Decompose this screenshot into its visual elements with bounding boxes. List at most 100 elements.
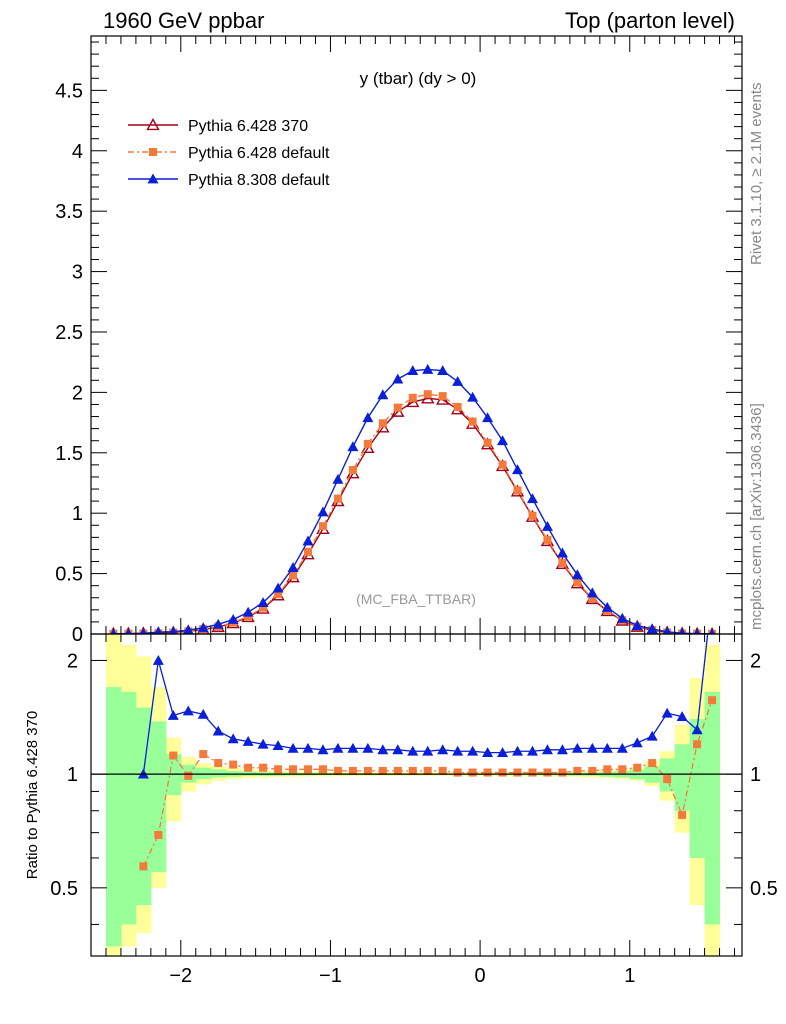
main-point-2 xyxy=(378,419,387,428)
main-point-3 xyxy=(662,626,672,634)
legend: Pythia 6.428 370 Pythia 6.428 default Pyth… xyxy=(128,118,330,189)
ratio-point-1 xyxy=(483,768,492,777)
ratio-point-2 xyxy=(676,711,688,722)
ratio-point-2 xyxy=(287,742,299,753)
main-point-2 xyxy=(483,438,492,447)
ratio-band-green xyxy=(210,769,227,778)
ratio-point-1 xyxy=(528,768,537,777)
main-point-3 xyxy=(139,627,147,634)
ratio-point-1 xyxy=(169,751,178,760)
ratio-point-1 xyxy=(678,810,687,819)
main-y-tick-label: 3.5 xyxy=(55,201,83,223)
ratio-y-tick-label-right: 0.5 xyxy=(750,878,778,900)
main-point-3 xyxy=(227,614,239,624)
main-point-3 xyxy=(437,365,449,376)
ratio-point-2 xyxy=(257,738,269,749)
ratio-point-2 xyxy=(661,707,673,718)
main-point-2 xyxy=(304,547,312,556)
ratio-point-1 xyxy=(663,775,672,784)
x-tick-label: −1 xyxy=(319,965,342,987)
ratio-point-2 xyxy=(707,588,718,598)
main-point-2 xyxy=(588,594,597,603)
ratio-point-2 xyxy=(616,742,628,753)
main-point-3 xyxy=(482,412,494,423)
ratio-point-1 xyxy=(648,759,657,768)
legend-marker xyxy=(146,118,160,131)
main-series-line-2 xyxy=(113,393,713,634)
ratio-point-2 xyxy=(377,744,389,755)
plot-title: y (tbar) (dy > 0) xyxy=(360,69,477,88)
ratio-point-1 xyxy=(214,759,223,768)
ratio-point-1 xyxy=(333,766,342,775)
ratio-band-green xyxy=(704,692,721,925)
ratio-band-green xyxy=(150,721,167,873)
main-point-3 xyxy=(317,506,329,517)
main-point-3 xyxy=(497,435,509,446)
ratio-point-1 xyxy=(498,768,507,777)
ratio-point-2 xyxy=(272,740,284,751)
main-point-3 xyxy=(168,626,178,634)
ratio-point-2 xyxy=(362,742,374,753)
ratio-point-1 xyxy=(139,862,148,871)
main-point-2 xyxy=(393,403,402,412)
main-point-2 xyxy=(528,511,537,520)
main-point-3 xyxy=(302,535,314,546)
ratio-point-2 xyxy=(317,744,329,755)
mcplots-label: mcplots.cern.ch [arXiv:1306.3436] xyxy=(748,403,765,630)
main-point-2 xyxy=(363,439,372,448)
ratio-point-2 xyxy=(497,747,509,758)
legend-label: Pythia 6.428 370 xyxy=(188,118,308,135)
main-point-3 xyxy=(526,493,538,504)
ratio-point-2 xyxy=(242,736,254,746)
ratio-point-1 xyxy=(468,768,477,777)
main-point-3 xyxy=(452,376,464,386)
legend-marker xyxy=(147,173,159,184)
main-point-3 xyxy=(693,628,701,634)
axes: −2 −1 0 1 0 0.5 1 1.5 2 2.5 3 3.5 4 4.5 0.5 0.5 1 1 2 2 xyxy=(50,35,778,987)
ratio-point-1 xyxy=(259,763,268,772)
main-point-3 xyxy=(541,520,553,531)
main-point-2 xyxy=(333,494,342,503)
ratio-point-2 xyxy=(512,745,524,756)
main-y-tick-label: 3 xyxy=(72,262,83,284)
ratio-point-2 xyxy=(227,733,239,744)
ratio-band-green xyxy=(195,767,212,780)
main-point-3 xyxy=(601,601,613,612)
ratio-band-green xyxy=(659,758,676,792)
main-point-2 xyxy=(318,522,327,531)
ratio-y-tick-label-right: 1 xyxy=(750,764,761,786)
ratio-band-green xyxy=(120,692,137,925)
main-point-2 xyxy=(289,571,298,580)
main-point-3 xyxy=(422,363,434,374)
main-point-3 xyxy=(392,373,404,384)
main-point-2 xyxy=(274,590,283,599)
ratio-point-1 xyxy=(348,766,357,775)
main-y-tick-label: 1 xyxy=(72,503,83,525)
ratio-point-2 xyxy=(691,724,703,735)
main-point-2 xyxy=(438,392,447,401)
ratio-y-axis-label: Ratio to Pythia 6.428 370 xyxy=(24,711,41,879)
main-point-2 xyxy=(498,460,507,469)
ratio-point-2 xyxy=(482,747,494,758)
main-point-2 xyxy=(573,578,582,587)
main-point-2 xyxy=(558,559,567,568)
ratio-point-2 xyxy=(197,708,209,719)
main-point-3 xyxy=(377,389,389,400)
ratio-point-2 xyxy=(347,742,359,753)
x-tick-label: 1 xyxy=(624,965,635,987)
main-y-tick-label: 4 xyxy=(72,141,83,163)
main-point-3 xyxy=(467,391,479,402)
ratio-point-1 xyxy=(558,768,567,777)
main-point-3 xyxy=(571,569,583,580)
main-point-3 xyxy=(183,624,194,634)
ratio-point-2 xyxy=(332,742,344,753)
ratio-point-1 xyxy=(618,765,627,774)
analysis-label: (MC_FBA_TTBAR) xyxy=(356,591,476,607)
main-point-3 xyxy=(708,628,716,634)
ratio-y-tick-label: 2 xyxy=(67,650,78,672)
ratio-point-1 xyxy=(199,750,208,759)
ratio-series-layer xyxy=(137,588,718,871)
main-point-2 xyxy=(543,535,552,544)
ratio-frame xyxy=(90,633,743,957)
main-y-tick-label: 0.5 xyxy=(55,564,83,586)
